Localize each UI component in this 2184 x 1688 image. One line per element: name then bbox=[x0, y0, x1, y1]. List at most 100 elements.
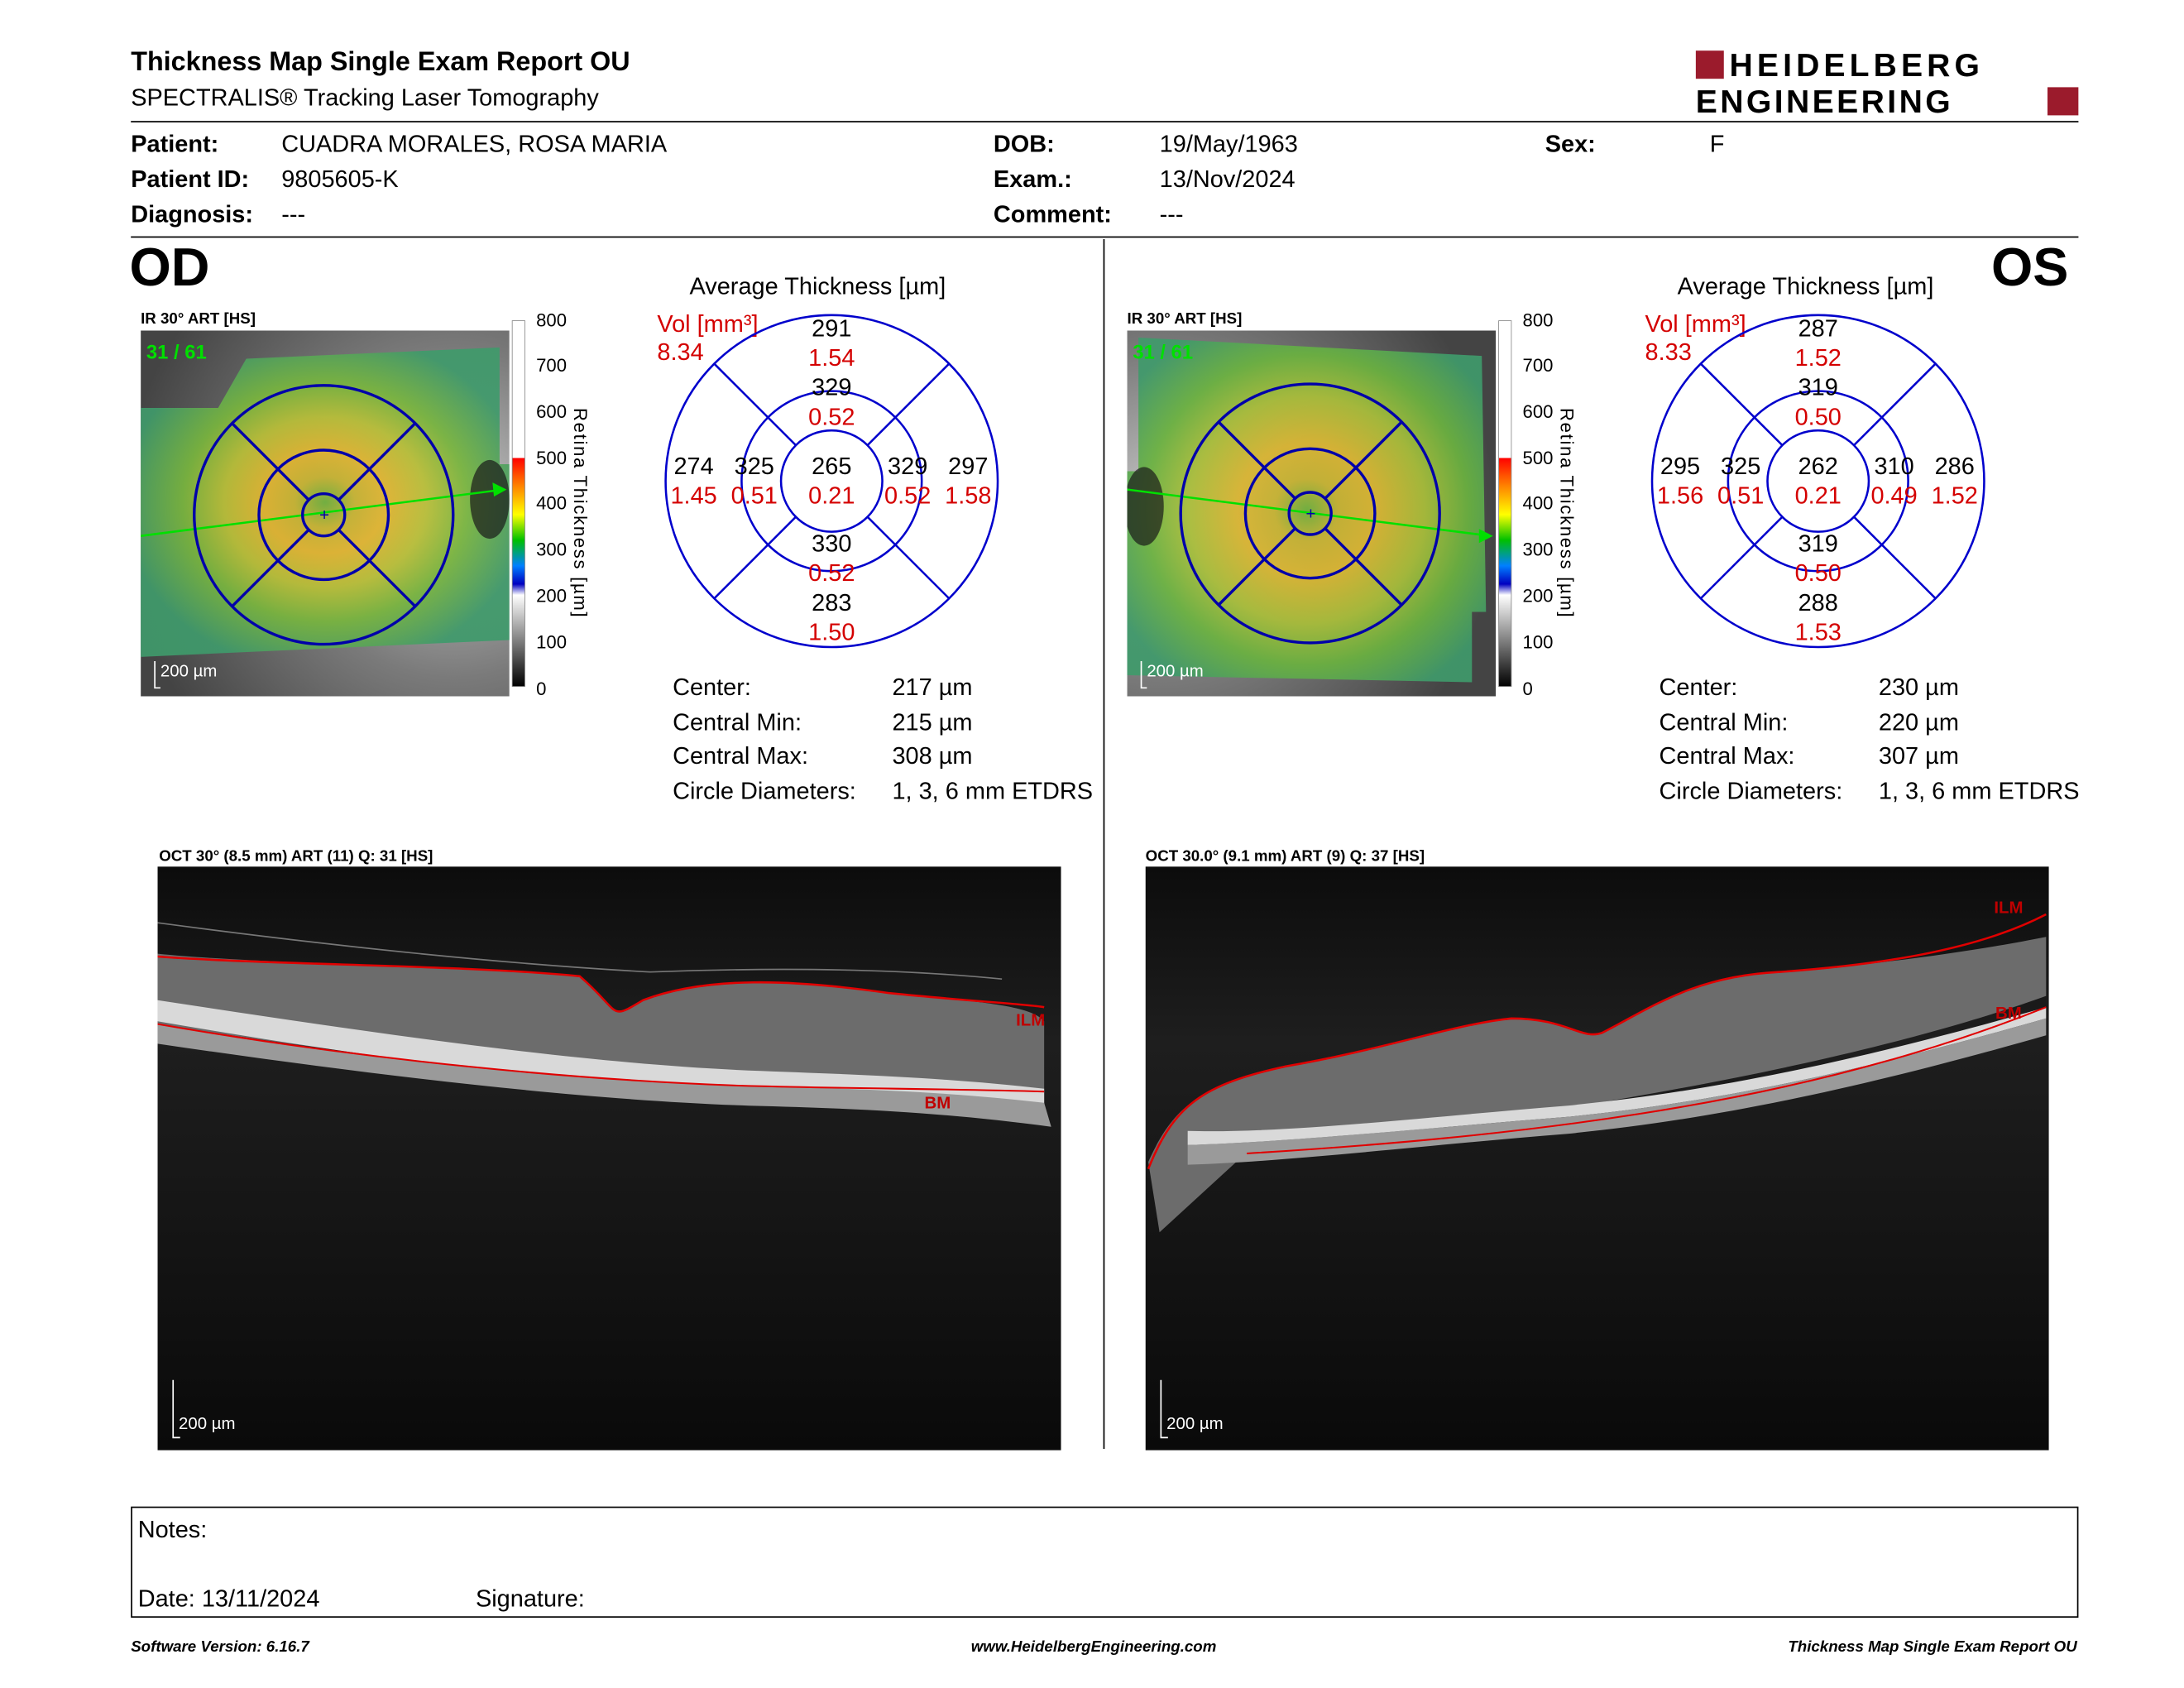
eye-divider bbox=[1103, 239, 1105, 1449]
os-inner-right-thickness: 310 bbox=[1874, 453, 1914, 480]
os-outer-inf-thickness: 288 bbox=[1798, 589, 1838, 616]
od-oct-label: OCT 30° (8.5 mm) ART (11) Q: 31 [HS] bbox=[159, 848, 433, 866]
od-fundus-image: 31 / 61 200 µm + bbox=[141, 330, 510, 697]
os-inner-inf-volume: 0.50 bbox=[1794, 559, 1842, 587]
os-max-value: 307 µm bbox=[1878, 742, 1959, 770]
od-vol-label: Vol [mm³] bbox=[657, 310, 759, 338]
heidelberg-logo: HEIDELBERG ENGINEERING bbox=[1695, 48, 2079, 118]
os-inner-right-volume: 0.49 bbox=[1870, 482, 1918, 510]
comment-value: --- bbox=[1159, 201, 1184, 228]
os-outer-right-volume: 1.52 bbox=[1931, 482, 1978, 510]
os-oct-label: OCT 30.0° (9.1 mm) ART (9) Q: 37 [HS] bbox=[1145, 848, 1425, 866]
tick-0: 0 bbox=[536, 678, 547, 699]
os-center-label: Center: bbox=[1659, 674, 1738, 701]
os-center-thickness: 262 bbox=[1798, 453, 1838, 480]
svg-text:+: + bbox=[1306, 505, 1316, 523]
date-label: Date: 13/11/2024 bbox=[137, 1585, 320, 1613]
tick-0: 0 bbox=[1522, 678, 1533, 699]
od-oct-scan: ILM BM 200 µm bbox=[157, 866, 1061, 1451]
tick-200: 200 bbox=[536, 585, 568, 607]
os-diam-label: Circle Diameters: bbox=[1659, 778, 1843, 805]
od-colorbar bbox=[511, 320, 525, 688]
os-outer-inf-volume: 1.53 bbox=[1794, 619, 1842, 646]
os-inner-sup-volume: 0.50 bbox=[1794, 403, 1842, 431]
od-outer-right-volume: 1.58 bbox=[945, 482, 992, 510]
os-oct-scalebar: 200 µm bbox=[1166, 1415, 1223, 1433]
os-min-value: 220 µm bbox=[1878, 708, 1959, 736]
os-ir-label: IR 30° ART [HS] bbox=[1127, 310, 1243, 328]
od-inner-left-volume: 0.51 bbox=[730, 482, 778, 510]
os-max-label: Central Max: bbox=[1659, 742, 1795, 770]
patient-divider bbox=[131, 236, 2079, 238]
os-bm-label: BM bbox=[1995, 1005, 2022, 1023]
od-ir-label: IR 30° ART [HS] bbox=[141, 310, 256, 328]
od-etdrs-values: 291 1.54 329 0.52 265 0.21 325 0.51 329 … bbox=[661, 309, 1006, 655]
tick-300: 300 bbox=[1522, 539, 1554, 560]
os-center-value: 230 µm bbox=[1878, 674, 1959, 701]
os-inner-inf-thickness: 319 bbox=[1798, 530, 1838, 558]
od-outer-right-thickness: 297 bbox=[948, 453, 989, 480]
os-inner-left-thickness: 325 bbox=[1721, 453, 1761, 480]
od-center-thickness: 265 bbox=[812, 453, 852, 480]
od-center-volume: 0.21 bbox=[808, 482, 855, 510]
od-outer-inf-volume: 1.50 bbox=[808, 619, 855, 646]
patient-id-label: Patient ID: bbox=[131, 165, 250, 193]
header-divider bbox=[131, 121, 2079, 122]
od-min-value: 215 µm bbox=[892, 708, 973, 736]
exam-value: 13/Nov/2024 bbox=[1159, 165, 1296, 193]
od-oct-scalebar: 200 µm bbox=[179, 1415, 235, 1433]
os-ilm-label: ILM bbox=[1994, 899, 2023, 917]
os-colorbar-axis-label: Retina Thickness [µm] bbox=[1556, 408, 1578, 619]
report-subtitle: SPECTRALIS® Tracking Laser Tomography bbox=[131, 84, 599, 112]
os-outer-right-thickness: 286 bbox=[1934, 453, 1975, 480]
os-fundus-image: 31 / 61 200 µm + bbox=[1127, 330, 1497, 697]
os-oct-scan: ILM BM 200 µm bbox=[1145, 866, 2049, 1451]
diagnosis-label: Diagnosis: bbox=[131, 201, 254, 228]
os-scalebar-label: 200 µm bbox=[1147, 663, 1203, 681]
tick-700: 700 bbox=[536, 354, 568, 376]
notes-box[interactable]: Notes: Date: 13/11/2024 Signature: bbox=[131, 1506, 2079, 1618]
os-colorbar bbox=[1498, 320, 1512, 688]
diagnosis-value: --- bbox=[281, 201, 306, 228]
report-title: Thickness Map Single Exam Report OU bbox=[131, 47, 630, 78]
od-inner-inf-thickness: 330 bbox=[812, 530, 852, 558]
os-inner-sup-thickness: 319 bbox=[1798, 374, 1838, 401]
tick-700: 700 bbox=[1522, 354, 1554, 376]
od-avg-title: Average Thickness [µm] bbox=[689, 272, 946, 300]
od-eye-label: OD bbox=[129, 239, 210, 299]
od-diam-value: 1, 3, 6 mm ETDRS bbox=[892, 778, 1094, 805]
od-inner-left-thickness: 325 bbox=[734, 453, 774, 480]
os-frame-count: 31 / 61 bbox=[1133, 342, 1193, 364]
os-outer-left-volume: 1.56 bbox=[1656, 482, 1704, 510]
tick-800: 800 bbox=[1522, 309, 1554, 331]
os-avg-title: Average Thickness [µm] bbox=[1677, 272, 1934, 300]
signature-label: Signature: bbox=[475, 1585, 585, 1613]
os-outer-sup-volume: 1.52 bbox=[1794, 344, 1842, 372]
os-outer-left-thickness: 295 bbox=[1660, 453, 1701, 480]
os-etdrs-grid bbox=[1650, 314, 1985, 649]
os-inner-left-volume: 0.51 bbox=[1717, 482, 1765, 510]
website-link[interactable]: www.HeidelbergEngineering.com bbox=[970, 1638, 1217, 1656]
tick-600: 600 bbox=[536, 400, 568, 423]
comment-label: Comment: bbox=[993, 201, 1112, 228]
logo-line2: ENGINEERING bbox=[1696, 84, 1953, 118]
notes-label: Notes: bbox=[137, 1516, 208, 1543]
od-scalebar-label: 200 µm bbox=[160, 663, 217, 681]
os-outer-sup-thickness: 287 bbox=[1798, 314, 1838, 343]
od-colorbar-axis-label: Retina Thickness [µm] bbox=[569, 408, 592, 619]
os-etdrs-values: 287 1.52 319 0.50 262 0.21 325 0.51 310 … bbox=[1648, 309, 1993, 655]
patient-name: CUADRA MORALES, ROSA MARIA bbox=[281, 131, 668, 158]
od-center-label: Center: bbox=[673, 674, 751, 701]
os-min-label: Central Min: bbox=[1659, 708, 1789, 736]
tick-300: 300 bbox=[536, 539, 568, 560]
footer-report-name: Thickness Map Single Exam Report OU bbox=[1788, 1638, 2077, 1656]
od-diam-label: Circle Diameters: bbox=[673, 778, 856, 805]
od-outer-inf-thickness: 283 bbox=[812, 589, 852, 616]
od-outer-left-volume: 1.45 bbox=[670, 482, 717, 510]
tick-500: 500 bbox=[536, 447, 568, 469]
od-max-value: 308 µm bbox=[892, 742, 973, 770]
os-diam-value: 1, 3, 6 mm ETDRS bbox=[1878, 778, 2080, 805]
tick-200: 200 bbox=[1522, 585, 1554, 607]
tick-100: 100 bbox=[1522, 631, 1554, 653]
dob-label: DOB: bbox=[993, 131, 1055, 158]
